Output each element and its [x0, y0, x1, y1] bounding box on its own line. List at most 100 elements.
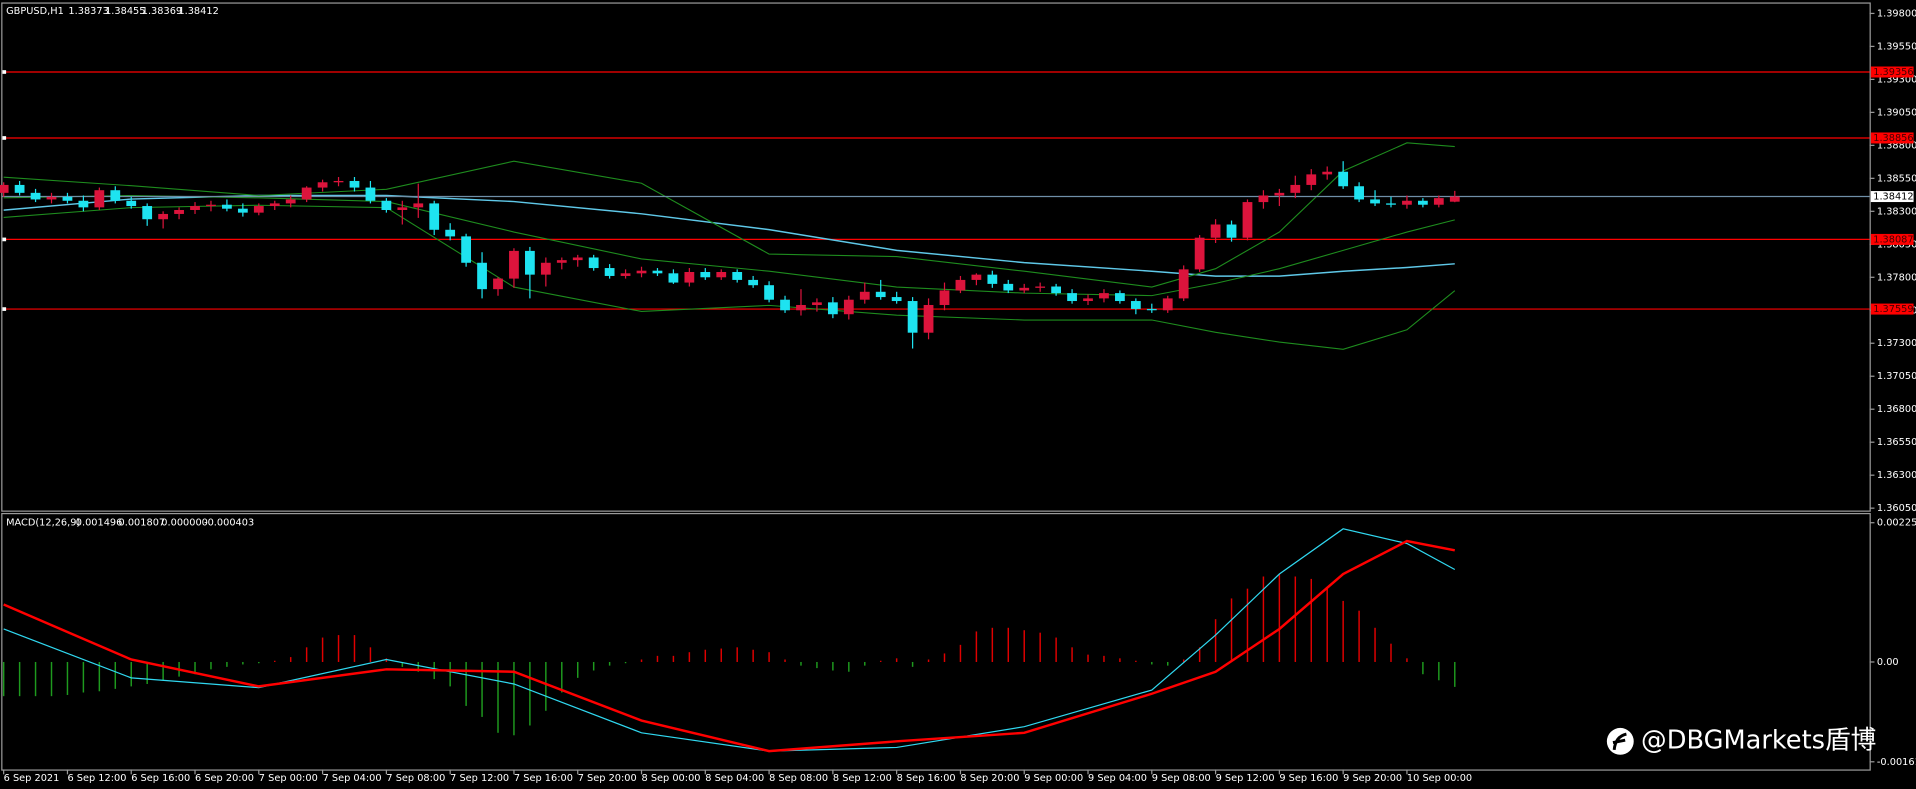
candle-body [174, 209, 184, 214]
x-tick-label: 6 Sep 12:00 [67, 773, 126, 784]
candle-body [126, 200, 137, 207]
current-price-label: 1.38412 [1873, 192, 1913, 203]
candle-body [237, 208, 248, 213]
ohlc-close: 1.38412 [178, 6, 218, 17]
candle-body [78, 200, 89, 208]
candle-body [413, 203, 424, 208]
macd-signal-value: 0.001807 [119, 518, 166, 529]
x-tick-label: 8 Sep 08:00 [769, 773, 828, 784]
candle-body [716, 272, 727, 278]
candle-body [684, 272, 695, 283]
candle-body [94, 190, 105, 208]
macd-title: MACD(12,26,9) [6, 518, 80, 529]
macd-histogram-value: -0.000403 [204, 518, 254, 529]
candle-body [843, 299, 854, 315]
candle-body [365, 187, 376, 201]
level-label-box [1870, 303, 1914, 315]
candle-body [891, 297, 902, 302]
candle-body [1130, 301, 1141, 309]
ohlc-high: 1.38455 [105, 6, 145, 17]
candle-body [253, 206, 264, 213]
ohlc-open: 1.38373 [68, 6, 108, 17]
candle-body [588, 257, 599, 269]
candle-body [190, 206, 200, 210]
current-price-box [1870, 191, 1914, 203]
candle-body [1083, 298, 1093, 302]
candle-body [971, 274, 982, 280]
candle-body [1210, 224, 1221, 238]
macd-extra-value: 0.000000 [161, 518, 208, 529]
candle-body [445, 229, 456, 237]
candle-body [62, 196, 73, 201]
y-tick-label: 1.37800 [1877, 272, 1916, 283]
candle-body [301, 187, 312, 200]
x-tick-label: 6 Sep 2021 [4, 773, 60, 784]
candle-body [907, 301, 918, 333]
candle-body [158, 213, 169, 220]
level-label-box [1870, 132, 1914, 144]
candle-body [1035, 286, 1046, 288]
candle-body [477, 262, 487, 290]
candle-body [939, 290, 950, 305]
candle-body [0, 184, 9, 193]
macd-main-value: 0.001496 [76, 518, 123, 529]
x-tick-label: 7 Sep 20:00 [578, 773, 637, 784]
y-tick-label: 1.36550 [1877, 437, 1916, 448]
x-tick-label: 7 Sep 08:00 [386, 773, 445, 784]
y-tick-label: 1.38800 [1877, 140, 1916, 151]
candle-body [317, 182, 328, 188]
watermark: @DBGMarkets盾博 [1606, 725, 1876, 755]
candle-body [222, 204, 232, 209]
level-label: 1.37559 [1873, 304, 1913, 315]
candle-body [461, 236, 471, 263]
candle-body [1306, 174, 1317, 185]
candle-body [556, 260, 567, 263]
indicator-line [3, 194, 1455, 277]
candle-body [14, 184, 25, 193]
y-tick-label: 1.39300 [1877, 74, 1916, 85]
symbol-label: GBPUSD,H1 [6, 6, 64, 17]
x-tick-label: 7 Sep 12:00 [450, 773, 509, 784]
candle-body [1115, 293, 1125, 302]
candle-body [525, 250, 535, 275]
y-tick-label: 0.002253 [1877, 518, 1916, 529]
y-tick-label: 1.37300 [1877, 338, 1916, 349]
candle-body [780, 299, 790, 311]
candle-body [604, 268, 615, 276]
candle-body [206, 204, 216, 207]
candle-body [987, 274, 998, 284]
candle-body [636, 270, 647, 274]
candle-body [796, 304, 806, 311]
level-label: 1.38087 [1873, 234, 1913, 245]
x-tick-label: 7 Sep 00:00 [259, 773, 318, 784]
candle-body [381, 200, 392, 210]
candle-body [397, 207, 408, 210]
watermark-text: @DBGMarkets盾博 [1641, 725, 1876, 755]
candle-body [812, 302, 822, 305]
x-tick-label: 8 Sep 04:00 [705, 773, 764, 784]
x-tick-label: 10 Sep 00:00 [1407, 773, 1472, 784]
x-tick-label: 6 Sep 20:00 [195, 773, 254, 784]
y-tick-label: -0.001615 [1877, 757, 1916, 768]
y-tick-label: 1.38300 [1877, 206, 1916, 217]
candle-body [1417, 200, 1428, 205]
candle-body [1051, 286, 1062, 294]
x-tick-label: 9 Sep 08:00 [1152, 773, 1211, 784]
macd-signal-line [3, 539, 1456, 753]
candle-body [1370, 199, 1380, 204]
level-label: 1.38856 [1873, 133, 1913, 144]
candle-body [1338, 171, 1349, 187]
candle-body [1258, 195, 1269, 203]
level-anchor [2, 136, 7, 140]
level-label: 1.39356 [1873, 67, 1913, 78]
indicator-line [3, 142, 1455, 288]
indicator-line [3, 204, 1456, 350]
x-tick-label: 9 Sep 12:00 [1216, 773, 1275, 784]
candle-body [1449, 196, 1460, 202]
level-anchor [2, 70, 7, 74]
macd-main-line [3, 528, 1456, 752]
candle-body [1162, 298, 1173, 311]
y-tick-label: 1.36050 [1877, 503, 1916, 514]
